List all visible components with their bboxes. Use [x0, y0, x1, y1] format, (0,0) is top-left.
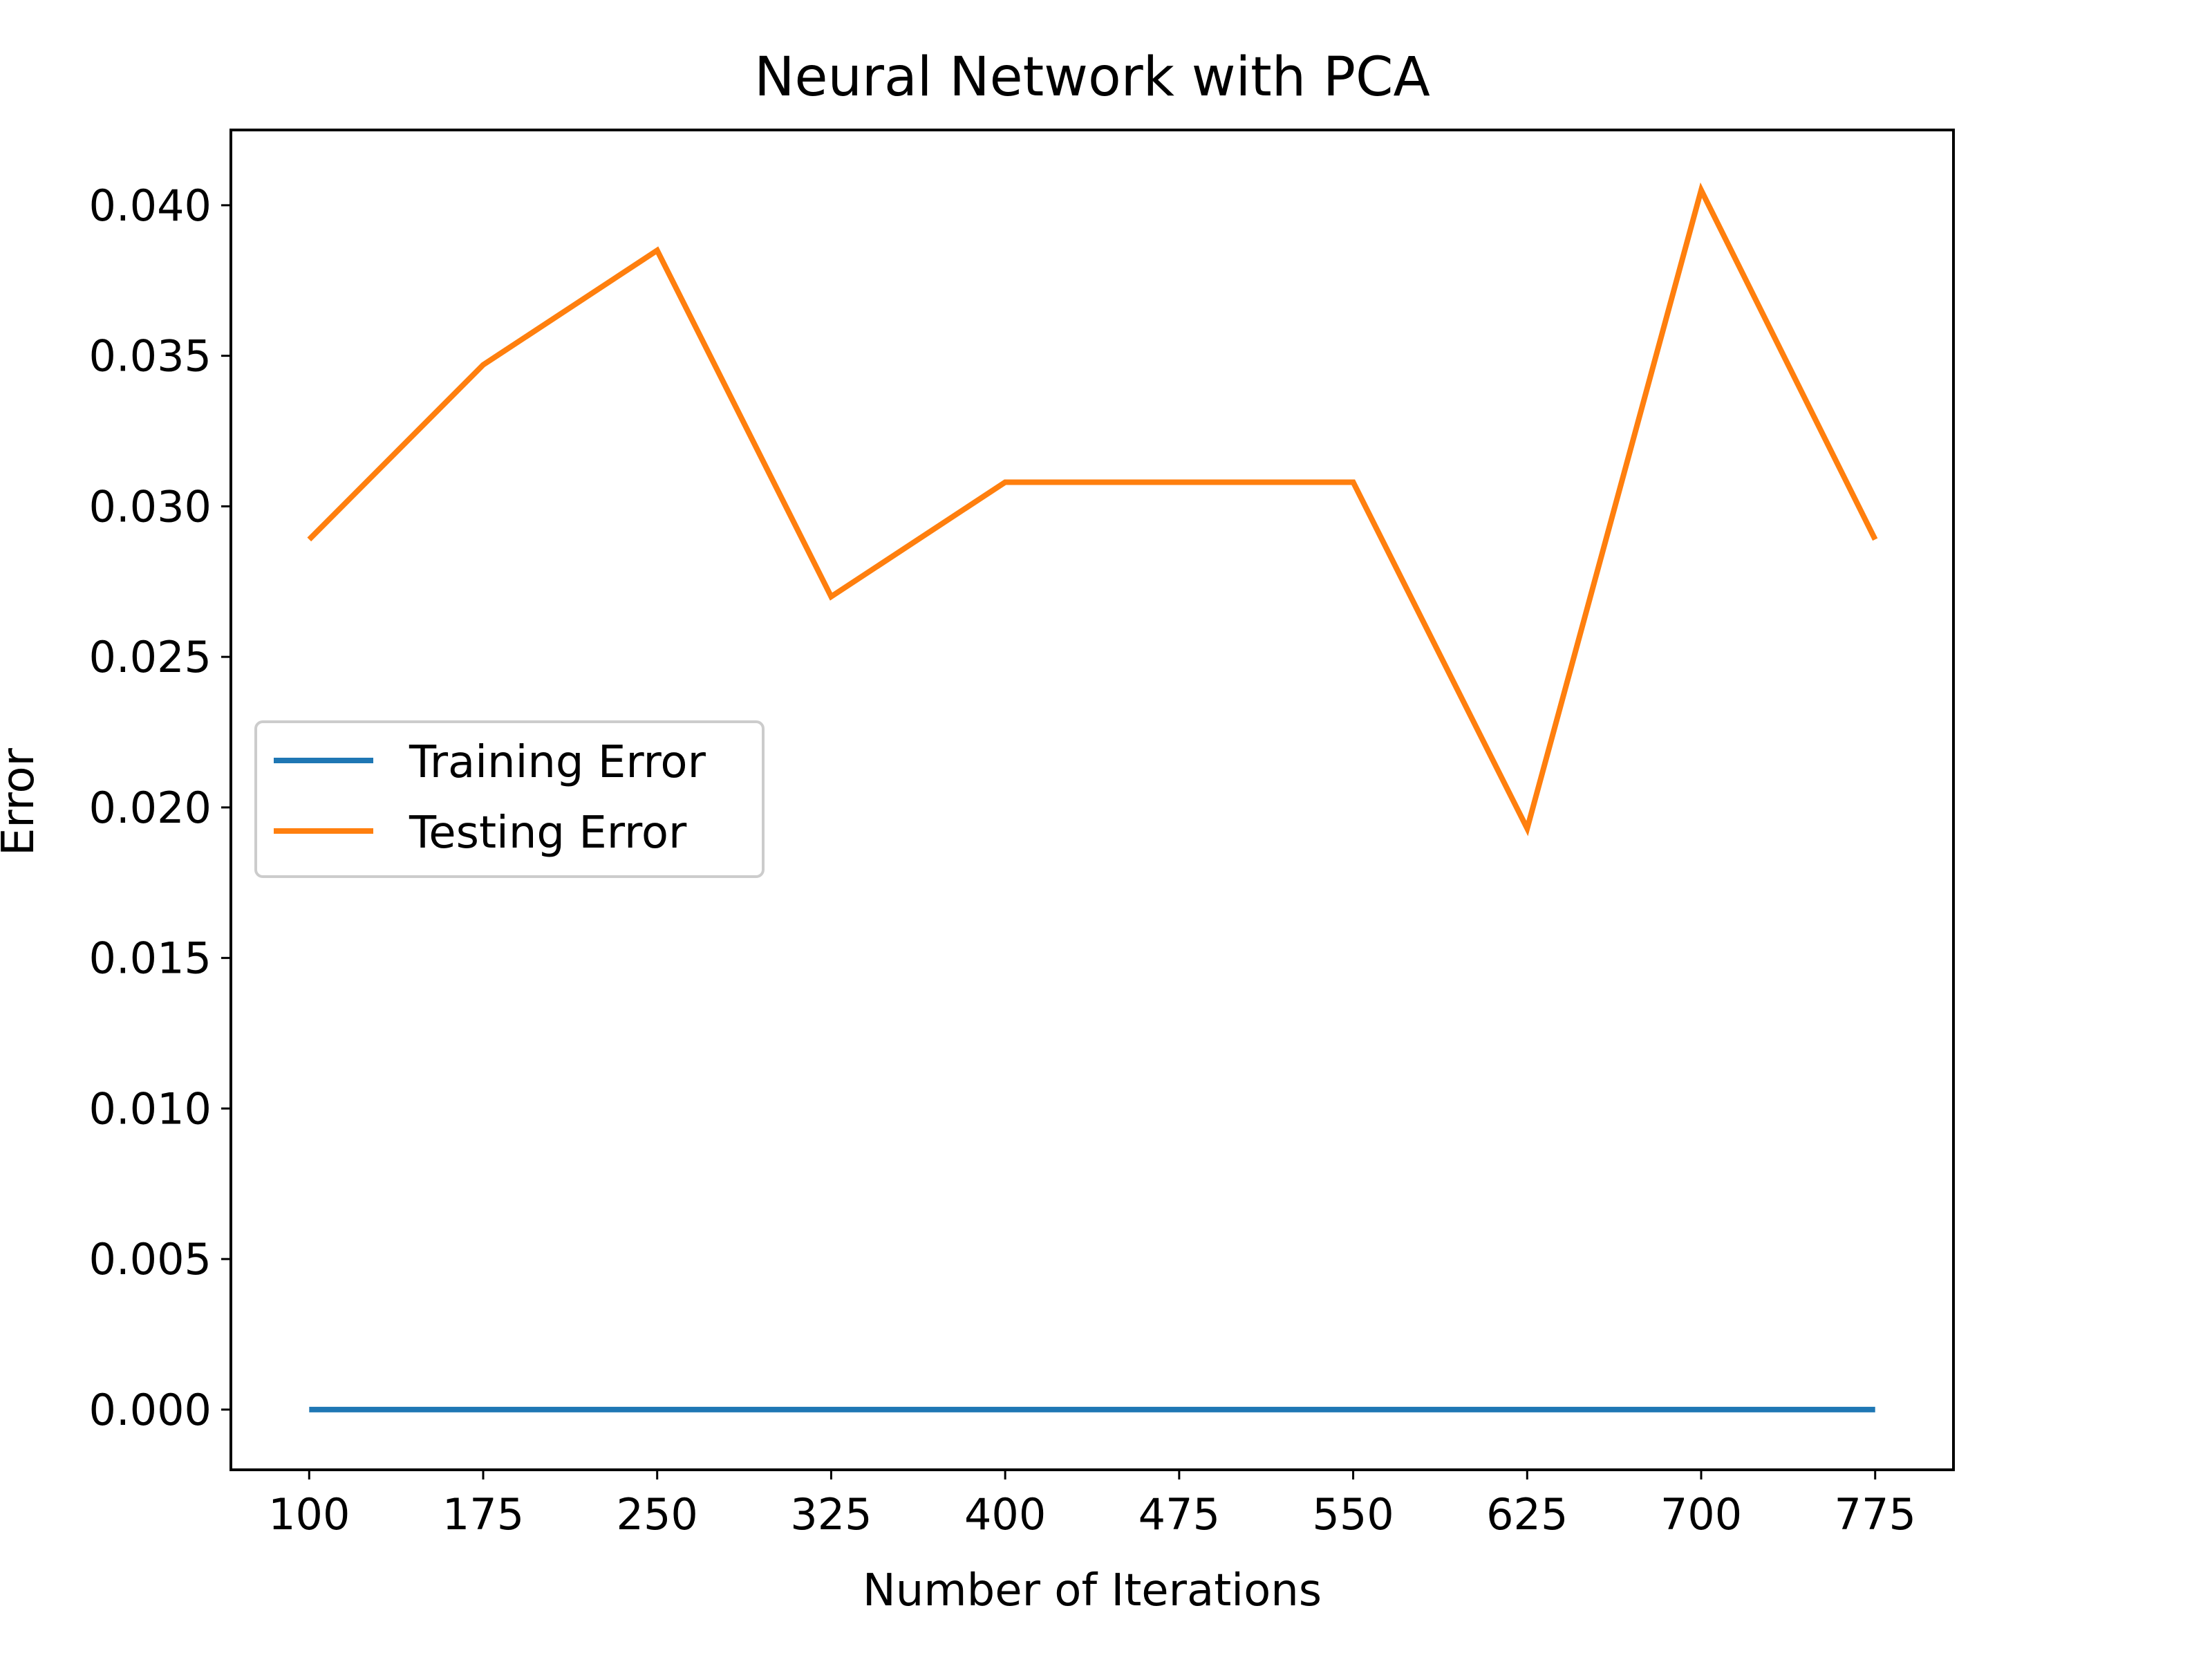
x-tick-label: 175: [442, 1489, 524, 1540]
legend: Training Error Testing Error: [254, 720, 765, 878]
x-tick-label: 550: [1312, 1489, 1394, 1540]
x-tick-label: 475: [1138, 1489, 1220, 1540]
legend-label-training-error: Training Error: [409, 737, 706, 788]
y-tick-label: 0.000: [89, 1385, 212, 1435]
x-axis-label: Number of Iterations: [863, 1565, 1322, 1616]
x-tick-label: 100: [268, 1489, 350, 1540]
y-tick-label: 0.010: [89, 1083, 212, 1134]
chart-title: Neural Network with PCA: [754, 46, 1430, 109]
y-tick-label: 0.025: [89, 632, 212, 682]
series-layer: [307, 182, 1878, 1412]
x-tick-label: 325: [790, 1489, 872, 1540]
y-tick-label: 0.020: [89, 783, 212, 833]
y-axis-ticks: 0.000 0.005 0.010 0.015 0.020 0.025 0.030 0.035…: [89, 180, 231, 1435]
x-tick-label: 250: [617, 1489, 698, 1540]
legend-frame: [254, 720, 765, 878]
legend-label-testing-error: Testing Error: [409, 807, 687, 859]
y-axis-label: Error: [0, 747, 44, 856]
y-tick-label: 0.005: [89, 1234, 212, 1285]
x-axis-ticks: 100 175 250 325 400 475 550 625 700 775: [268, 1470, 1916, 1540]
y-tick-label: 0.035: [89, 331, 212, 382]
y-tick-label: 0.040: [89, 180, 212, 231]
y-tick-label: 0.030: [89, 481, 212, 532]
x-tick-label: 775: [1835, 1489, 1916, 1540]
series-line-testing-error: [307, 182, 1878, 837]
x-tick-label: 700: [1660, 1489, 1742, 1540]
y-tick-label: 0.015: [89, 933, 212, 984]
x-tick-label: 625: [1486, 1489, 1568, 1540]
x-tick-label: 400: [964, 1489, 1046, 1540]
